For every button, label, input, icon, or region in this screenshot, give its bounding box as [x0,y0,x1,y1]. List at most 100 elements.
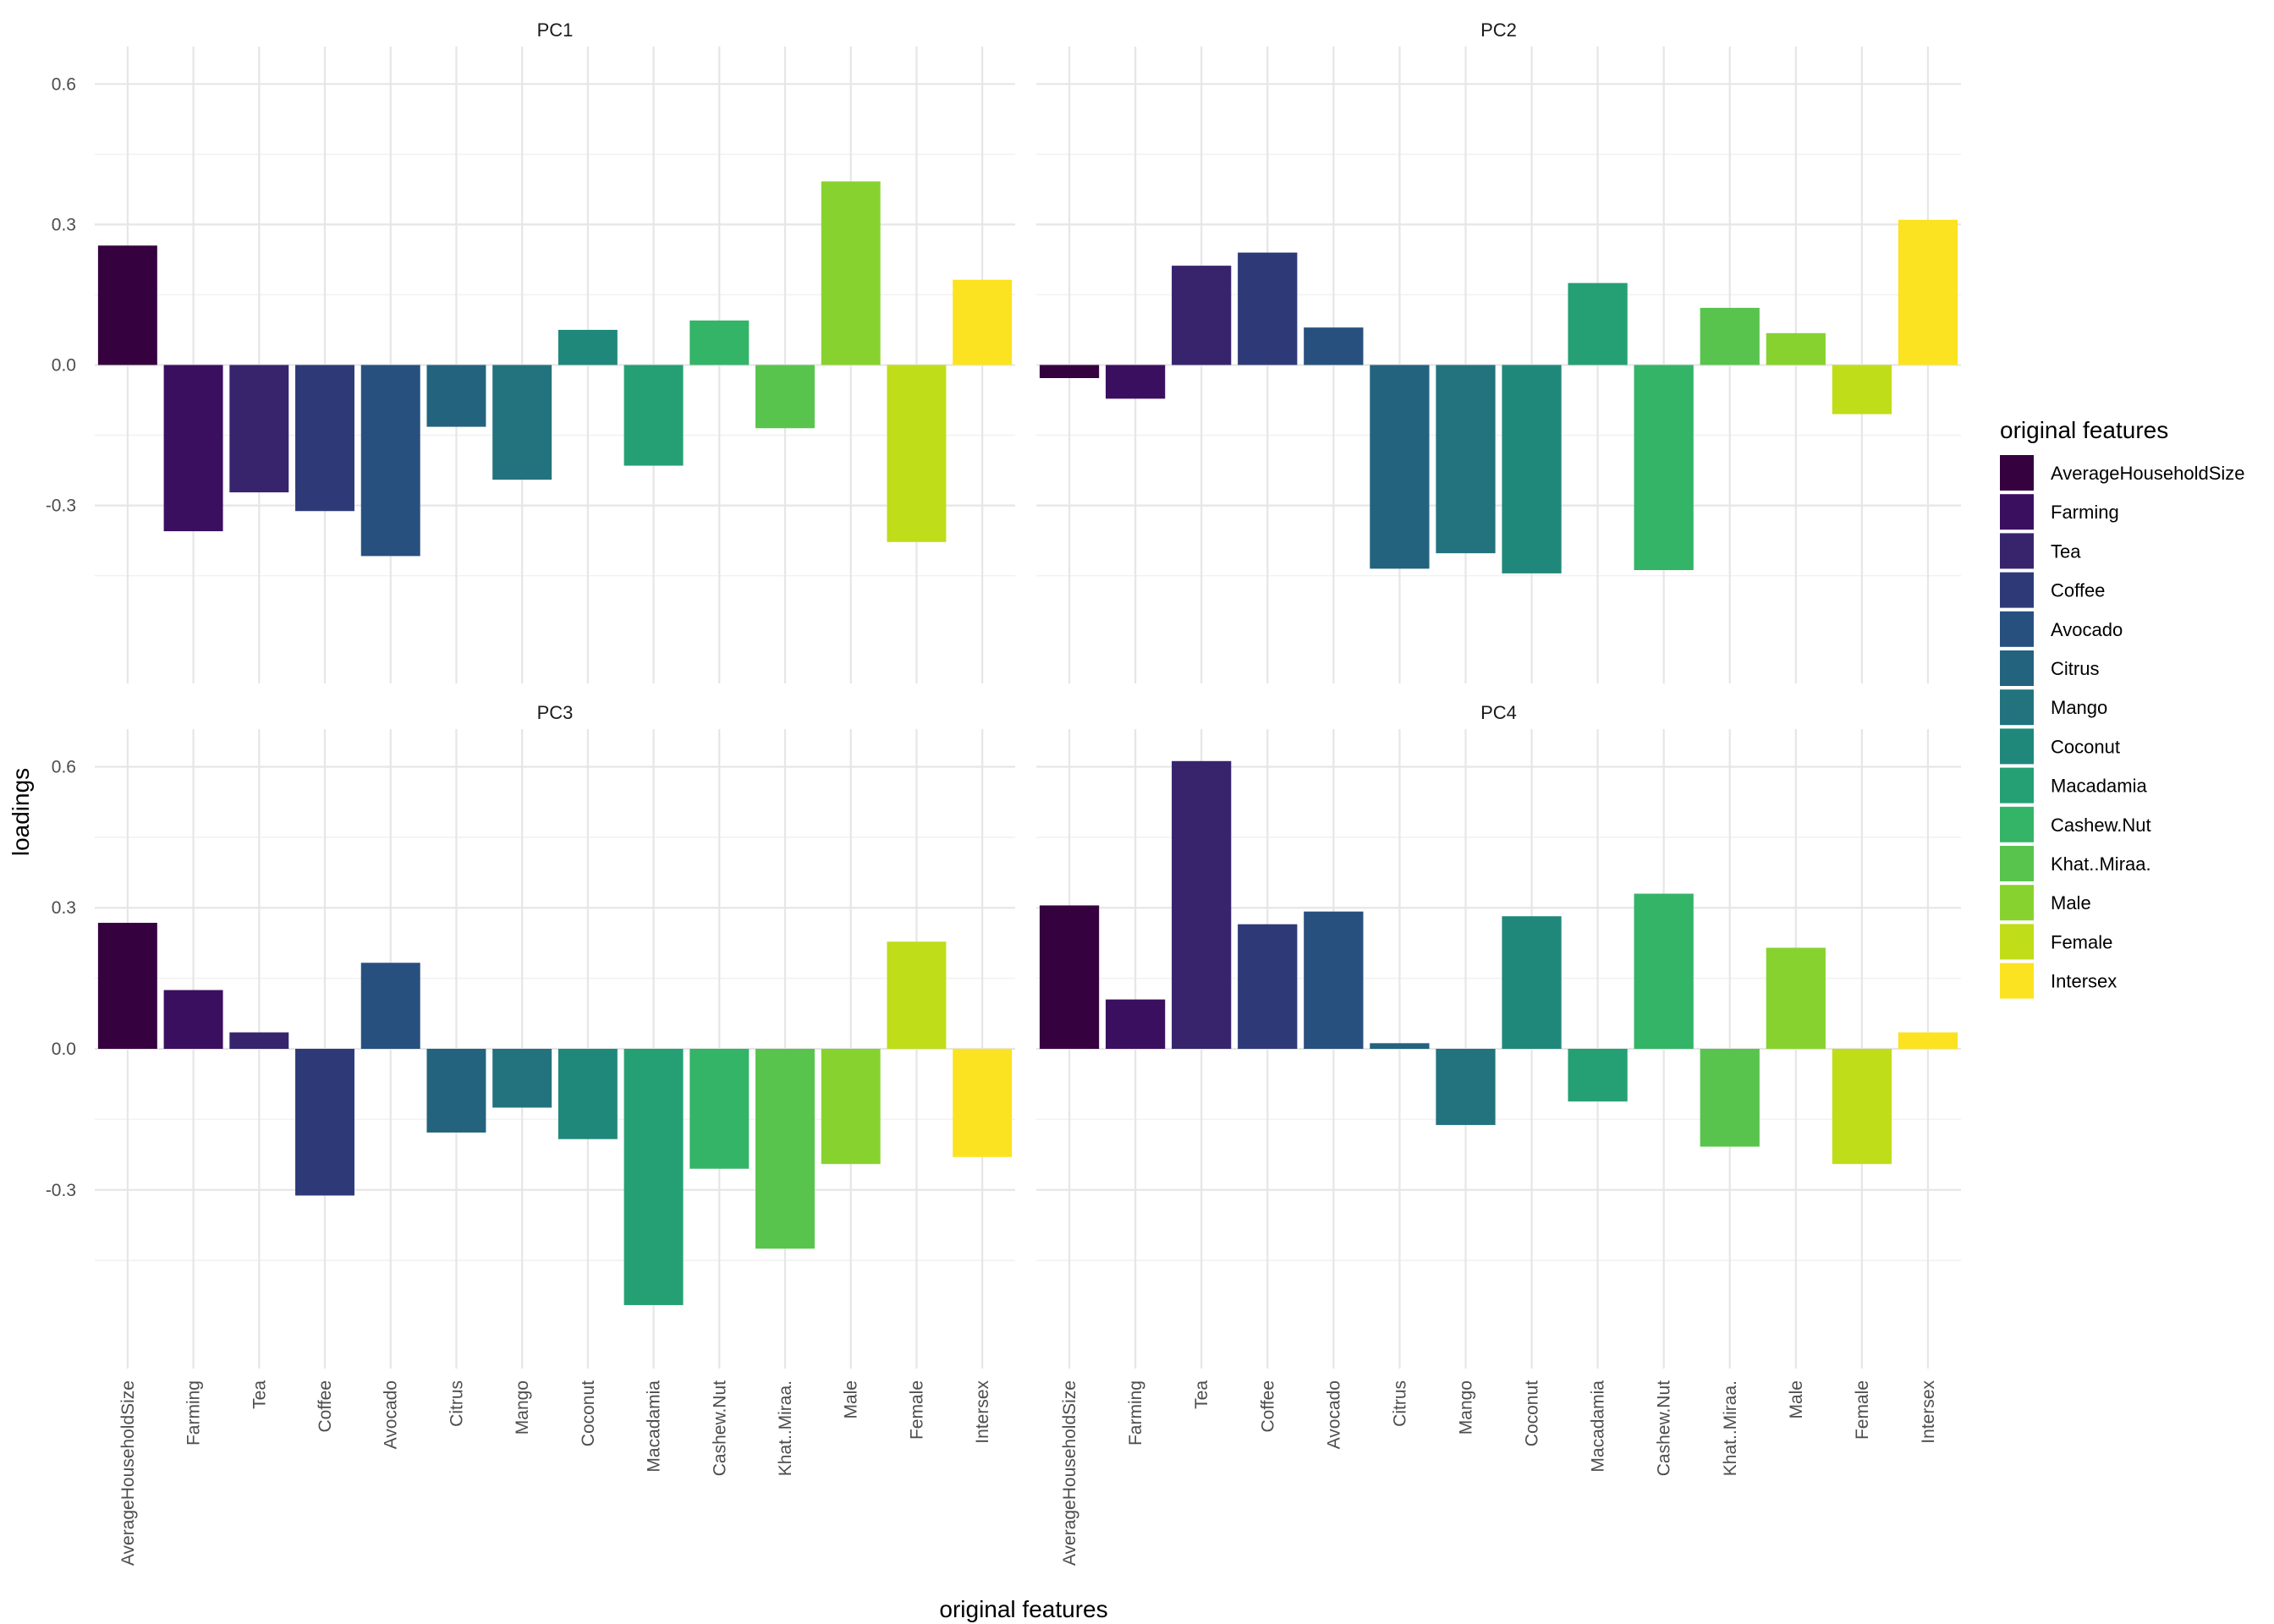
bar-pc4-farming [1105,999,1166,1049]
legend-label: Farming [2051,502,2119,523]
bar-pc1-averagehouseholdsize [97,245,157,365]
x-tick-label: Macadamia [645,1380,664,1473]
legend-key [2000,806,2034,842]
x-tick-label: Mango [513,1380,532,1435]
x-tick-label: AverageHouseholdSize [1060,1380,1079,1566]
facet-title: PC1 [537,19,574,41]
legend-label: Coffee [2051,580,2105,601]
y-tick-label: 0.6 [52,74,76,94]
bar-pc4-intersex [1898,1032,1958,1049]
bar-pc2-intersex [1898,219,1958,365]
y-tick-label: 0.3 [52,898,76,918]
x-tick-label: Tea [1192,1380,1211,1409]
x-tick-label: Female [907,1380,926,1440]
legend-label: Coconut [2051,736,2120,757]
x-tick-label: AverageHouseholdSize [118,1380,138,1566]
bar-pc4-macadamia [1568,1049,1628,1102]
bar-pc2-male [1766,332,1826,365]
bar-pc1-cashew-nut [689,320,750,365]
legend-key [2000,533,2034,569]
x-tick-label: Mango [1456,1380,1475,1435]
legend-key [2000,650,2034,686]
facet-title: PC4 [1480,702,1517,723]
bar-pc2-coconut [1502,365,1562,573]
x-tick-label: Coconut [579,1380,598,1446]
bar-pc4-avocado [1304,911,1364,1049]
bar-pc2-cashew-nut [1634,365,1694,571]
x-tick-label: Intersex [1919,1380,1938,1444]
legend-label: AverageHouseholdSize [2051,463,2245,484]
x-axis-title: original features [939,1596,1107,1622]
legend-label: Tea [2051,540,2081,562]
legend-key [2000,963,2034,999]
x-tick-label: Coconut [1523,1380,1542,1446]
facet-title: PC2 [1480,19,1517,41]
x-tick-label: Farming [1126,1380,1145,1446]
bar-pc4-citrus [1370,1043,1430,1049]
bar-pc4-female [1832,1049,1892,1165]
bar-pc2-citrus [1370,365,1430,569]
bar-pc3-avocado [360,963,420,1049]
x-tick-label: Khat..Miraa. [776,1380,795,1476]
bar-pc1-coconut [558,329,618,365]
legend-label: Intersex [2051,971,2117,992]
bar-pc1-citrus [426,365,486,427]
bar-pc3-khat--miraa- [755,1049,815,1249]
bar-pc4-tea [1172,760,1232,1049]
bar-pc4-male [1766,947,1826,1049]
x-tick-label: Male [1787,1380,1806,1419]
bar-pc1-coffee [295,365,354,512]
x-tick-label: Citrus [447,1380,466,1427]
bar-pc1-macadamia [623,365,684,466]
x-tick-label: Intersex [973,1380,992,1444]
bar-pc4-cashew-nut [1634,893,1694,1049]
y-tick-label: 0.3 [52,215,76,234]
y-axis-title: loadings [8,768,34,856]
bar-pc2-khat--miraa- [1700,307,1760,365]
legend-key [2000,767,2034,804]
bar-pc3-cashew-nut [689,1049,750,1169]
panel-pc3: PC3 -0.3 0.0 0.3 0.6 [46,702,1015,1369]
bar-pc2-avocado [1304,327,1364,365]
bar-pc1-male [821,181,881,365]
bar-pc3-farming [163,990,223,1049]
x-tick-label: Cashew.Nut [710,1380,729,1476]
legend-label: Citrus [2051,658,2099,679]
bar-pc1-farming [163,365,223,532]
legend-key [2000,846,2034,881]
bar-pc4-coffee [1238,924,1298,1049]
legend-key [2000,924,2034,960]
bar-pc2-female [1832,365,1892,414]
legend-key [2000,885,2034,921]
x-tick-label: Female [1853,1380,1872,1440]
legend-key [2000,455,2034,491]
y-tick-label: -0.3 [46,497,76,516]
x-tick-label: Citrus [1390,1380,1409,1427]
legend: original features AverageHouseholdSize Fa… [2000,417,2245,999]
legend-key [2000,689,2034,726]
bar-pc3-mango [492,1049,552,1108]
x-tick-label: Khat..Miraa. [1721,1380,1740,1476]
bar-pc1-mango [492,365,552,480]
bar-pc3-tea [229,1032,289,1049]
y-tick-label: 0.0 [52,356,76,376]
bar-pc1-khat--miraa- [755,365,815,429]
bar-pc3-intersex [953,1049,1013,1157]
legend-label: Cashew.Nut [2051,815,2151,836]
bar-pc3-male [821,1049,881,1165]
panel-pc4: PC4 [1036,702,1961,1369]
x-tick-label: Male [842,1380,861,1419]
bar-pc3-coffee [295,1049,354,1196]
bar-pc4-khat--miraa- [1700,1049,1760,1147]
bar-pc2-averagehouseholdsize [1039,365,1100,379]
bar-pc2-macadamia [1568,283,1628,365]
legend-label: Female [2051,931,2112,952]
x-tick-label: Cashew.Nut [1655,1380,1674,1476]
legend-label: Avocado [2051,619,2123,640]
legend-label: Macadamia [2051,776,2147,797]
bar-pc3-averagehouseholdsize [97,923,157,1049]
legend-label: Mango [2051,697,2107,718]
legend-key [2000,494,2034,530]
x-tick-label: Farming [184,1380,204,1446]
